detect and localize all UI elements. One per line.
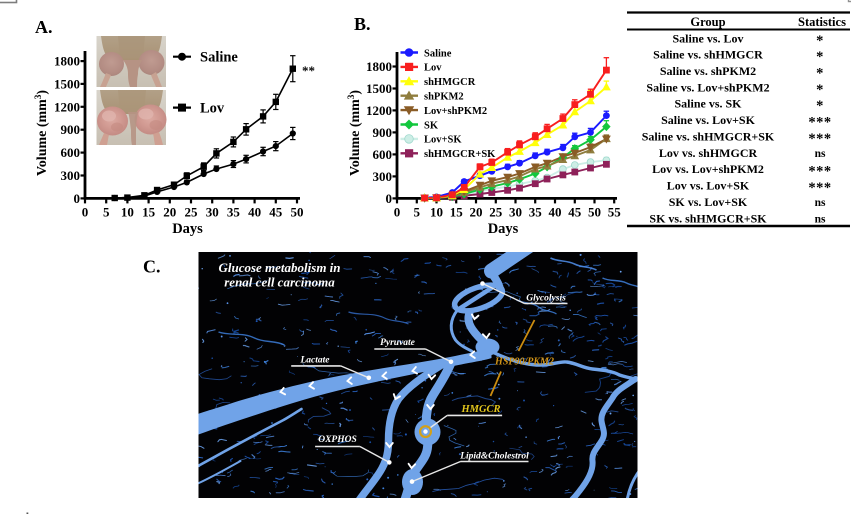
svg-text:15: 15 [450, 205, 464, 220]
svg-text:C.: C. [143, 257, 161, 277]
svg-text:35: 35 [227, 205, 241, 220]
svg-text:600: 600 [373, 147, 393, 162]
svg-text:0: 0 [394, 205, 401, 220]
svg-text:25: 25 [489, 205, 503, 220]
svg-text:*: * [816, 98, 824, 114]
svg-text:B.: B. [354, 14, 371, 34]
svg-text:50: 50 [588, 205, 601, 220]
svg-text:55: 55 [608, 205, 622, 220]
svg-text:1200: 1200 [366, 103, 392, 118]
svg-text:Lov+SK: Lov+SK [424, 135, 462, 146]
svg-text:0: 0 [74, 191, 81, 206]
svg-text:Lipid&Cholestrol: Lipid&Cholestrol [459, 452, 529, 462]
svg-text:Saline vs. shHMGCR+SK: Saline vs. shHMGCR+SK [642, 130, 775, 144]
svg-text:Volume (mm3): Volume (mm3) [346, 90, 363, 176]
svg-text:*: * [816, 49, 824, 65]
svg-text:Statistics: Statistics [798, 15, 846, 29]
svg-text:0: 0 [82, 205, 89, 220]
svg-text:40: 40 [549, 205, 562, 220]
svg-text:Saline vs. shHMGCR: Saline vs. shHMGCR [653, 48, 763, 62]
svg-text:*: * [816, 66, 824, 82]
svg-text:Glucose metabolism in: Glucose metabolism in [218, 260, 340, 275]
svg-text:35: 35 [529, 205, 543, 220]
svg-text:Lov+shPKM2: Lov+shPKM2 [424, 106, 487, 117]
svg-text:900: 900 [61, 122, 81, 137]
svg-text:Lov vs. Lov+shPKM2: Lov vs. Lov+shPKM2 [652, 162, 764, 176]
svg-text:renal cell carcinoma: renal cell carcinoma [224, 275, 335, 290]
svg-text:900: 900 [373, 125, 393, 140]
svg-text:Pyruvate: Pyruvate [380, 338, 416, 348]
svg-text:Saline: Saline [200, 50, 238, 66]
svg-text:*: * [816, 82, 824, 98]
svg-text:ns: ns [815, 197, 826, 209]
svg-text:***: *** [808, 180, 831, 196]
svg-text:Days: Days [172, 221, 203, 237]
svg-text:1500: 1500 [54, 76, 80, 91]
svg-text:10: 10 [121, 205, 134, 220]
svg-text:50: 50 [291, 205, 304, 220]
svg-text:1800: 1800 [366, 59, 392, 74]
svg-text:20: 20 [163, 205, 176, 220]
svg-text:0: 0 [386, 191, 393, 206]
svg-text:30: 30 [509, 205, 522, 220]
svg-text:Lov vs. Lov+SK: Lov vs. Lov+SK [667, 179, 750, 193]
svg-text:30: 30 [206, 205, 219, 220]
svg-text:Saline vs. Lov: Saline vs. Lov [672, 31, 743, 45]
svg-text:20: 20 [470, 205, 483, 220]
svg-text:Days: Days [488, 221, 519, 237]
svg-text:Group: Group [690, 15, 725, 29]
svg-text:SK vs. shHMGCR+SK: SK vs. shHMGCR+SK [649, 211, 767, 225]
svg-text:ns: ns [815, 148, 826, 160]
svg-text:*: * [816, 33, 824, 49]
svg-text:Saline: Saline [424, 48, 452, 59]
svg-text:Lov vs. shHMGCR: Lov vs. shHMGCR [659, 146, 758, 160]
svg-text:1800: 1800 [54, 54, 80, 69]
svg-text:300: 300 [61, 168, 81, 183]
svg-text:shHMGCR+SK: shHMGCR+SK [424, 149, 496, 160]
svg-text:A.: A. [35, 17, 53, 37]
svg-text:25: 25 [185, 205, 199, 220]
svg-text:Saline vs. SK: Saline vs. SK [674, 97, 742, 111]
svg-text:***: *** [808, 164, 831, 180]
svg-text:Saline vs. Lov+SK: Saline vs. Lov+SK [661, 113, 756, 127]
svg-text:***: *** [808, 131, 831, 147]
svg-text:15: 15 [142, 205, 156, 220]
svg-text:Volume (mm3): Volume (mm3) [33, 90, 50, 176]
svg-text:10: 10 [430, 205, 443, 220]
svg-text:Saline vs. Lov+shPKM2: Saline vs. Lov+shPKM2 [646, 80, 769, 94]
svg-text:***: *** [808, 115, 831, 131]
svg-text:1200: 1200 [54, 99, 80, 114]
svg-text:shPKM2: shPKM2 [424, 92, 464, 103]
svg-text:Lactate: Lactate [299, 356, 330, 366]
svg-text:300: 300 [373, 169, 393, 184]
svg-text:OXPHOS: OXPHOS [318, 435, 357, 445]
svg-text:1500: 1500 [366, 81, 392, 96]
svg-text:SK: SK [424, 120, 439, 131]
svg-text:ns: ns [815, 213, 826, 225]
svg-text:SK vs. Lov+SK: SK vs. Lov+SK [669, 195, 748, 209]
svg-text:HSP90/PKM2: HSP90/PKM2 [494, 357, 554, 368]
svg-text:5: 5 [103, 205, 110, 220]
svg-text:Lov: Lov [424, 63, 442, 74]
svg-text:45: 45 [269, 205, 283, 220]
svg-text:HMGCR: HMGCR [460, 404, 500, 415]
svg-text:shHMGCR: shHMGCR [424, 77, 476, 88]
svg-text:600: 600 [61, 145, 81, 160]
svg-text:40: 40 [248, 205, 261, 220]
svg-text:Saline vs. shPKM2: Saline vs. shPKM2 [660, 64, 756, 78]
svg-text:**: ** [302, 63, 315, 78]
svg-text:Lov: Lov [200, 101, 225, 117]
svg-text:Glycolysis: Glycolysis [526, 294, 566, 304]
svg-text:45: 45 [568, 205, 582, 220]
svg-text:5: 5 [414, 205, 421, 220]
